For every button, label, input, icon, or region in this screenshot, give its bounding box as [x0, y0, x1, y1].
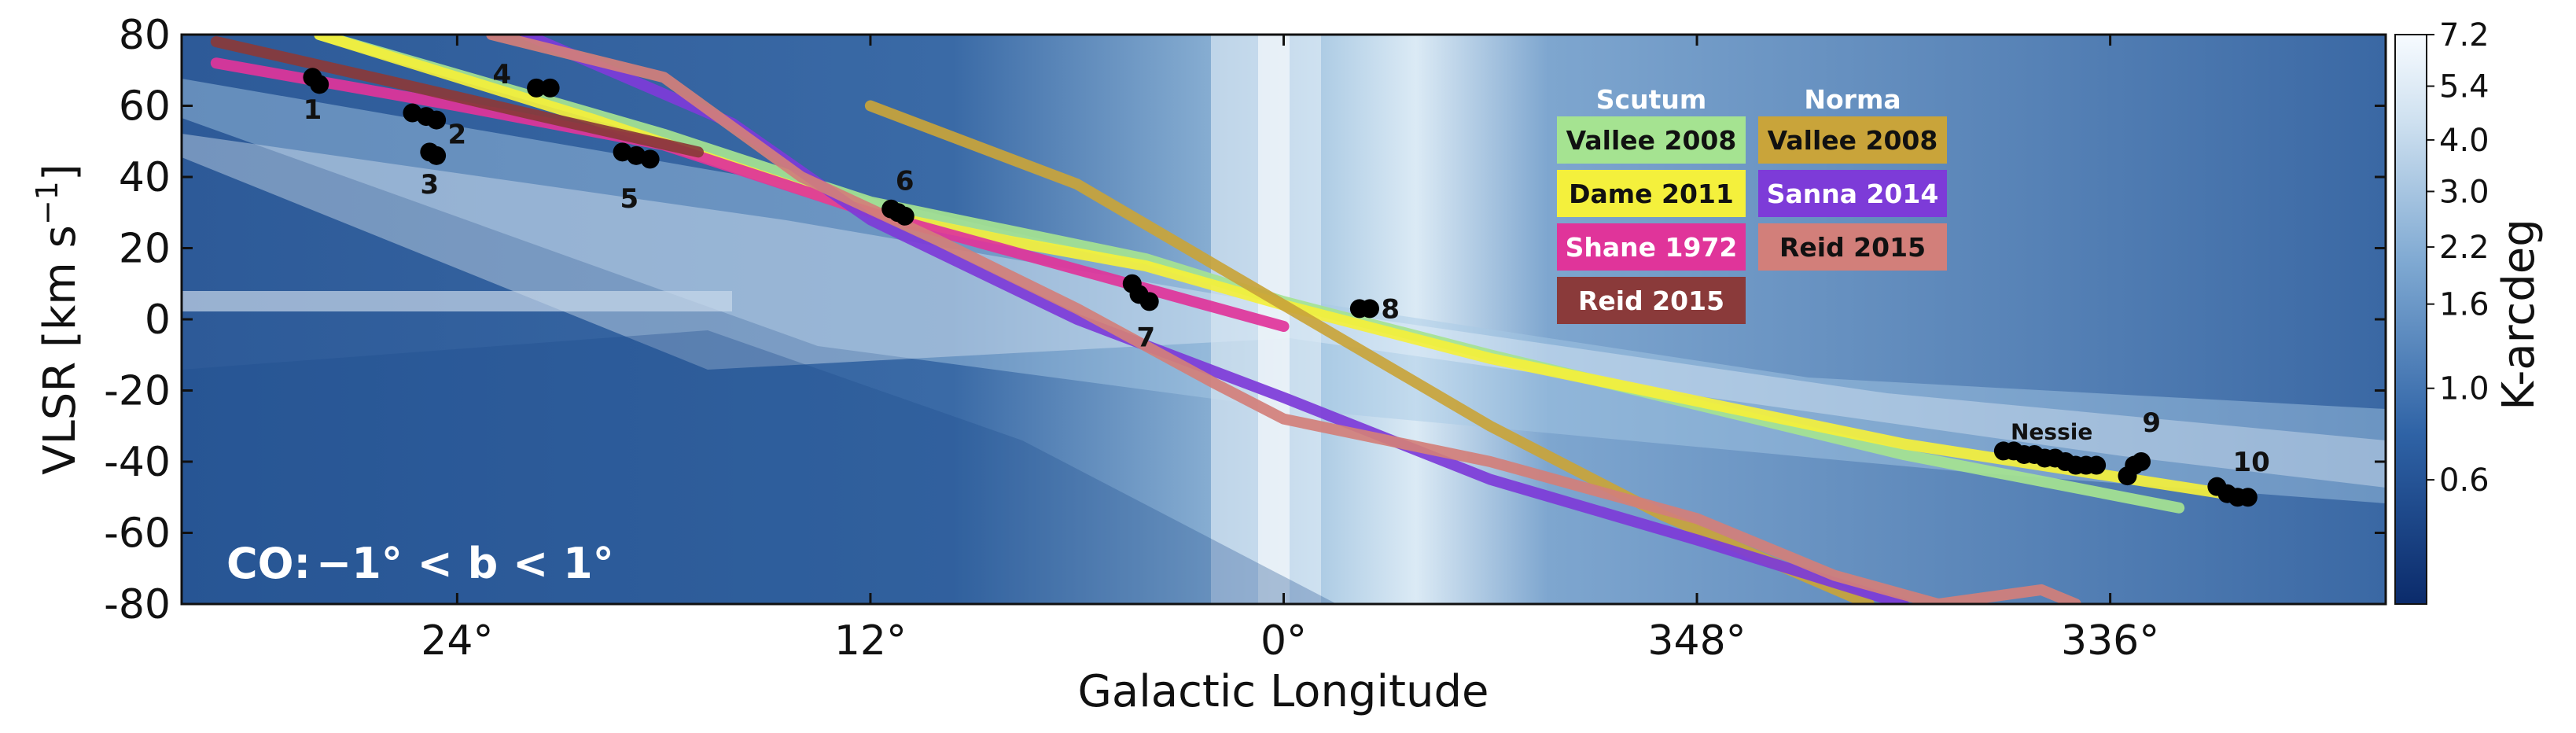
legend-label-scutum-3: Shane 1972 — [1566, 232, 1738, 263]
cloud-2-point-3 — [427, 110, 447, 130]
legend-title-scutum: Scutum — [1596, 84, 1706, 115]
legend-title-norma: Norma — [1804, 84, 1901, 115]
cloud-1-point-2 — [310, 75, 329, 94]
x-tick-label: 12° — [834, 617, 907, 665]
x-tick-label: 0° — [1260, 617, 1307, 665]
cloud-nessie-point-10 — [2087, 455, 2107, 475]
cloud-7-point-3 — [1139, 292, 1159, 311]
colorbar-ticks: 7.2 5.4 4.0 3.0 2.2 1.6 1.0 0.6 — [2427, 17, 2490, 499]
y-tick-label: 80 — [119, 12, 171, 59]
legend-label-scutum-4: Reid 2015 — [1578, 285, 1724, 316]
colorbar-tick-label: 4.0 — [2439, 123, 2490, 159]
cloud-6-point-3 — [895, 206, 914, 226]
cloud-label-1: 1 — [304, 94, 322, 126]
inset-latitude-range: −1° < b < 1° — [316, 539, 614, 588]
colorbar-tick-label: 0.6 — [2439, 462, 2490, 499]
legend: Scutum Vallee 2008 Dame 2011 Shane 1972 Reid… — [1557, 84, 1947, 324]
cloud-label-2: 2 — [448, 120, 467, 151]
colorbar-tick-label: 1.0 — [2439, 371, 2490, 407]
y-tick-label: -60 — [104, 510, 171, 558]
legend-swatch-scutum-3 — [1557, 223, 1746, 271]
cloud-label-3: 3 — [421, 169, 440, 201]
x-tick-label: 348° — [1647, 617, 1746, 665]
legend-label-scutum-1: Vallee 2008 — [1566, 125, 1737, 156]
legend-label-norma-1: Vallee 2008 — [1768, 125, 1938, 156]
cloud-8-point-2 — [1360, 299, 1379, 319]
colorbar-tick-label: 1.6 — [2439, 287, 2490, 323]
cloud-9-point-3 — [2132, 452, 2151, 471]
legend-swatch-scutum-2 — [1557, 170, 1746, 217]
legend-swatch-norma-2 — [1758, 170, 1947, 217]
y-axis-title-text: VLSR [km s — [35, 225, 86, 475]
cloud-label-6: 6 — [896, 166, 914, 197]
y-axis-title: VLSR [km s−1] — [30, 164, 86, 474]
legend-label-scutum-2: Dame 2011 — [1569, 179, 1734, 209]
y-tick-label: 20 — [119, 226, 171, 273]
y-tick-label: 60 — [119, 83, 171, 131]
y-tick-label: 0 — [145, 297, 171, 344]
legend-label-norma-2: Sanna 2014 — [1767, 179, 1939, 209]
cloud-4-point-1 — [527, 78, 546, 98]
cloud-4-point-2 — [540, 78, 560, 98]
x-axis: 24° 12° 0° 348° 336° — [421, 35, 2159, 665]
series-layer — [210, 35, 2254, 604]
colorbar-tick-label: 3.0 — [2439, 174, 2490, 210]
legend-swatch-norma-1 — [1758, 116, 1947, 164]
y-tick-label: 40 — [119, 154, 171, 201]
cloud-label-nessie: Nessie — [2011, 418, 2092, 444]
legend-label-norma-3: Reid 2015 — [1779, 232, 1926, 263]
legend-swatch-scutum-1 — [1557, 116, 1746, 164]
series-line-4 — [210, 36, 704, 158]
y-tick-label: -40 — [104, 439, 171, 486]
y-axis: 80 60 40 20 0 -20 -40 -60 -80 — [104, 12, 2386, 628]
y-axis-title-sup: −1 — [30, 181, 64, 225]
colorbar-tick-label: 7.2 — [2439, 17, 2490, 53]
x-axis-title: Galactic Longitude — [1077, 666, 1489, 717]
cloud-label-7: 7 — [1136, 322, 1155, 354]
cloud-5-point-3 — [640, 149, 660, 169]
y-tick-label: -20 — [104, 368, 171, 415]
legend-swatch-scutum-4 — [1557, 277, 1746, 324]
colorbar: 7.2 5.4 4.0 3.0 2.2 1.6 1.0 0.6 K-arcdeg — [2394, 17, 2545, 605]
y-axis-title-end: ] — [35, 164, 86, 181]
cloud-label-10: 10 — [2233, 447, 2270, 478]
cloud-label-4: 4 — [492, 59, 511, 90]
inset-label: CO: −1° < b < 1° — [226, 539, 614, 588]
y-tick-label: -80 — [104, 581, 171, 628]
colorbar-scale — [2394, 34, 2427, 605]
series-line-5 — [864, 100, 1875, 604]
x-tick-label: 336° — [2061, 617, 2159, 665]
inset-prefix: CO: — [226, 539, 311, 588]
series-line-7 — [486, 35, 2081, 604]
cloud-label-5: 5 — [620, 183, 639, 215]
cloud-label-8: 8 — [1381, 293, 1400, 325]
x-tick-label: 24° — [421, 617, 493, 665]
colorbar-label: K-arcdeg — [2493, 219, 2545, 411]
colorbar-tick-label: 5.4 — [2439, 69, 2490, 105]
colorbar-tick-label: 2.2 — [2439, 230, 2490, 266]
cloud-10-point-4 — [2238, 488, 2258, 507]
cloud-label-9: 9 — [2142, 407, 2161, 439]
legend-swatch-norma-3 — [1758, 223, 1947, 271]
cloud-3-point-2 — [427, 145, 447, 165]
